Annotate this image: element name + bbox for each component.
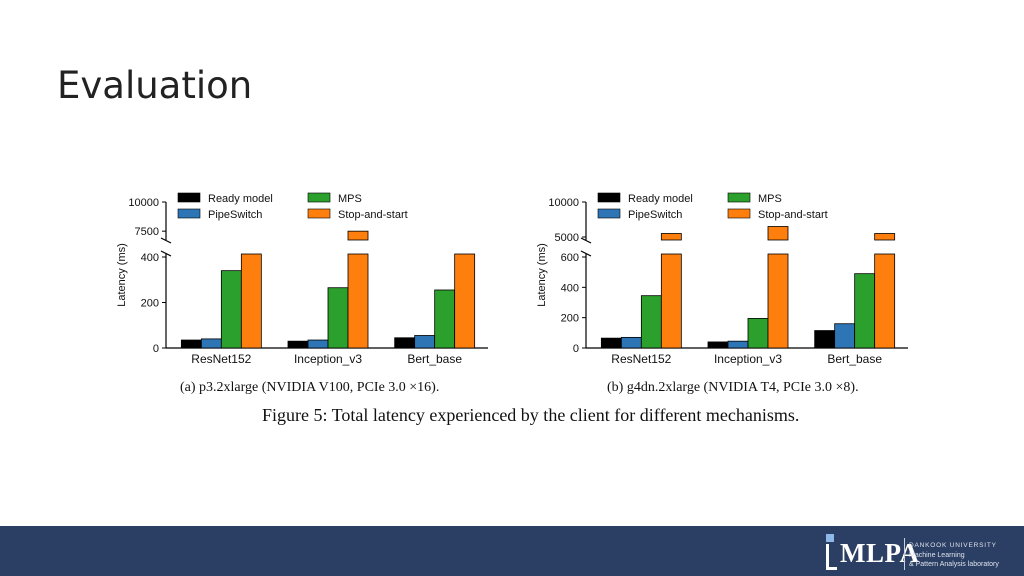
legend-label: MPS <box>338 193 362 205</box>
x-tick-label: ResNet152 <box>191 352 251 366</box>
legend-label: PipeSwitch <box>628 209 682 221</box>
chart-b-caption: (b) g4dn.2xlarge (NVIDIA T4, PCIe 3.0 ×8… <box>607 380 859 395</box>
chart-b-svg: 0 200 400 600 5000 10000 Latency (ms) ResNet152… <box>536 192 908 366</box>
bar <box>620 336 642 349</box>
bar <box>347 253 369 349</box>
legend-label: PipeSwitch <box>208 209 262 221</box>
bar <box>854 273 876 349</box>
bar-upper <box>347 230 369 241</box>
bar <box>874 253 896 349</box>
legend-label: MPS <box>758 193 782 205</box>
y-tick-label: 200 <box>561 313 579 325</box>
bar-upper <box>874 233 896 241</box>
logo-text: MLPA <box>840 538 920 568</box>
y-axis-label: Latency (ms) <box>116 243 128 307</box>
y-tick-label: 400 <box>141 252 159 264</box>
bar <box>180 339 202 349</box>
bar <box>747 318 769 349</box>
logo-line-1: Machine Learning <box>909 552 965 559</box>
y-tick-label: 10000 <box>128 197 159 209</box>
bar <box>414 335 436 349</box>
axis-break-mark <box>160 237 172 244</box>
legend-label: Stop-and-start <box>338 209 408 221</box>
bar <box>834 323 856 349</box>
legend-swatch <box>597 192 621 203</box>
y-tick-label: 400 <box>561 282 579 294</box>
logo-separator <box>904 538 905 570</box>
bar <box>707 341 729 349</box>
bar <box>767 253 789 349</box>
y-tick-label: 7500 <box>135 226 159 238</box>
y-tick-label: 0 <box>153 343 159 355</box>
y-tick-label: 5000 <box>555 232 579 244</box>
bar-upper <box>767 226 789 241</box>
legend-swatch <box>307 192 331 203</box>
figure-caption: Figure 5: Total latency experienced by t… <box>262 405 800 425</box>
legend-swatch <box>307 208 331 219</box>
x-tick-label: Inception_v3 <box>294 352 362 366</box>
bar-upper <box>660 233 682 241</box>
slide-title: Evaluation <box>57 64 253 107</box>
bar <box>640 295 662 349</box>
logo-line-2: & Pattern Analysis laboratory <box>909 561 999 568</box>
legend-label: Ready model <box>628 193 693 205</box>
x-tick-label: ResNet152 <box>611 352 671 366</box>
chart-a-svg: 0 200 400 7500 10000 Latency (ms) ResNet152 Inc… <box>116 192 488 366</box>
y-tick-label: 10000 <box>548 197 579 209</box>
legend-swatch <box>727 208 751 219</box>
logo-mark-icon <box>826 534 837 570</box>
mlpa-logo: MLPA DANKOOK UNIVERSITY Machine Learning… <box>818 528 1018 574</box>
legend-swatch <box>727 192 751 203</box>
y-tick-label: 600 <box>561 252 579 264</box>
y-tick-label: 200 <box>141 298 159 310</box>
chart-a: 0 200 400 7500 10000 Latency (ms) ResNet152 Inc… <box>108 185 508 380</box>
bar <box>200 338 222 349</box>
bar <box>454 253 476 349</box>
bar <box>220 270 242 349</box>
bar <box>240 253 262 349</box>
logo-university: DANKOOK UNIVERSITY <box>909 542 997 549</box>
bar <box>727 340 749 349</box>
legend-swatch <box>177 192 201 203</box>
x-tick-label: Inception_v3 <box>714 352 782 366</box>
bar <box>660 253 682 349</box>
bar <box>814 330 836 349</box>
y-tick-label: 0 <box>573 343 579 355</box>
legend-swatch <box>597 208 621 219</box>
legend-label: Ready model <box>208 193 273 205</box>
x-tick-label: Bert_base <box>407 352 462 366</box>
legend-swatch <box>177 208 201 219</box>
chart-b: 0 200 400 600 5000 10000 Latency (ms) ResNet152… <box>528 185 928 380</box>
bar <box>600 337 622 349</box>
legend-label: Stop-and-start <box>758 209 828 221</box>
y-axis-label: Latency (ms) <box>536 243 548 307</box>
bar <box>394 337 416 349</box>
bar <box>327 287 349 349</box>
bar <box>307 339 329 349</box>
chart-a-caption: (a) p3.2xlarge (NVIDIA V100, PCIe 3.0 ×1… <box>180 380 440 395</box>
bar <box>287 340 309 349</box>
x-tick-label: Bert_base <box>827 352 882 366</box>
axis-break-mark <box>160 250 172 257</box>
axis-break-mark <box>580 250 592 257</box>
footer-bar <box>0 526 1024 576</box>
bar <box>434 289 456 349</box>
axis-break-mark <box>580 237 592 244</box>
